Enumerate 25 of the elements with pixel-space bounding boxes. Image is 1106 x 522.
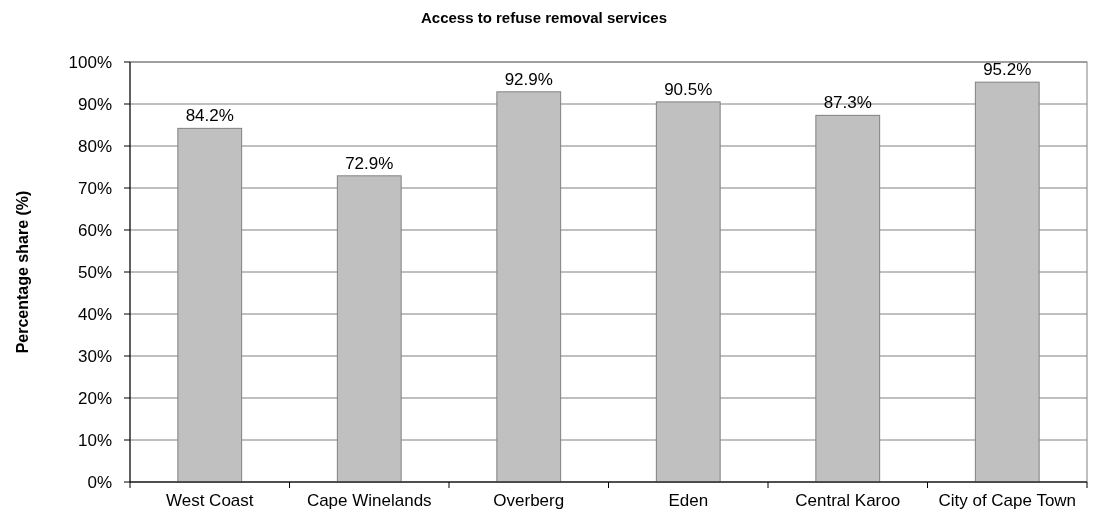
data-label: 95.2% — [983, 60, 1032, 80]
y-tick-label: 30% — [77, 346, 112, 366]
data-label: 87.3% — [823, 93, 872, 113]
y-tick-label: 0% — [87, 472, 112, 492]
y-tick-label: 100% — [68, 52, 112, 72]
x-tick-label: Overberg — [493, 491, 565, 510]
y-axis-title: Percentage share (%) — [14, 190, 31, 354]
x-tick-label: Eden — [668, 491, 709, 510]
y-tick-label: 70% — [77, 178, 112, 198]
y-tick-label: 10% — [77, 430, 112, 450]
data-label: 72.9% — [345, 153, 394, 173]
x-tick-label: Cape Winelands — [306, 491, 432, 510]
y-tick-label: 60% — [77, 220, 112, 240]
y-tick-label: 40% — [77, 304, 112, 324]
x-tick-label: City of Cape Town — [938, 491, 1077, 510]
y-tick-label: 90% — [77, 94, 112, 114]
data-label: 90.5% — [664, 79, 713, 99]
data-label: 92.9% — [504, 69, 553, 89]
x-tick-label: Central Karoo — [795, 491, 901, 510]
y-tick-label: 80% — [77, 136, 112, 156]
y-tick-label: 50% — [77, 262, 112, 282]
chart-title: Access to refuse removal services — [421, 9, 667, 26]
data-label: 84.2% — [185, 106, 234, 126]
y-tick-label: 20% — [77, 388, 112, 408]
x-tick-label: West Coast — [165, 491, 254, 510]
